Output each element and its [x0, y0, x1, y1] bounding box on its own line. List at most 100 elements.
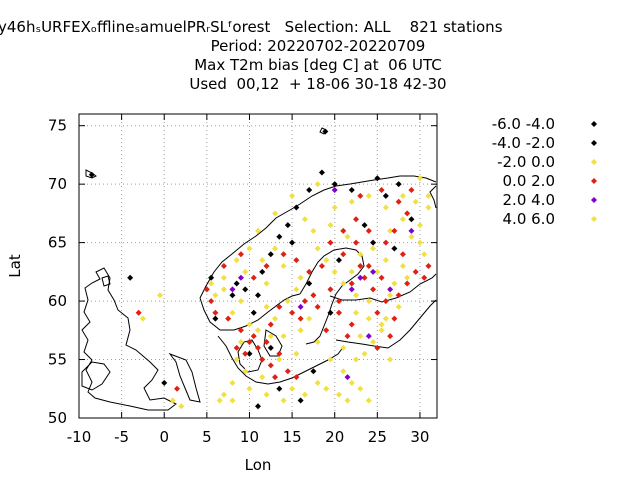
data-point-series-3	[289, 309, 296, 316]
data-point-series-1	[259, 268, 266, 275]
data-point-series-2	[370, 339, 377, 345]
data-point-series-3	[421, 274, 428, 281]
data-point-series-3	[318, 263, 325, 269]
data-point-series-4	[331, 187, 338, 193]
data-point-series-5	[378, 321, 385, 328]
data-point-series-1	[208, 274, 215, 281]
data-point-series-3	[357, 263, 364, 269]
data-point-series-3	[365, 263, 372, 269]
data-point-series-2	[323, 257, 330, 264]
data-point-series-2	[416, 175, 423, 182]
data-point-series-2	[340, 368, 347, 375]
data-point-series-2	[306, 315, 313, 322]
data-point-series-4	[387, 286, 394, 293]
legend-marker	[591, 216, 597, 222]
x-tick-label: 20	[325, 428, 344, 446]
legend-marker	[591, 159, 597, 165]
legend-label: 0.0 2.0	[503, 172, 555, 190]
data-point-series-2	[412, 198, 419, 205]
data-point-series-2	[272, 210, 279, 217]
data-point-series-2	[229, 379, 236, 386]
data-point-series-4	[370, 268, 377, 275]
data-point-series-3	[267, 362, 274, 369]
data-point-series-5	[353, 356, 360, 363]
data-point-series-3	[370, 286, 377, 293]
data-point-series-4	[237, 274, 244, 281]
data-point-series-2	[310, 227, 317, 234]
data-point-series-3	[391, 227, 398, 234]
data-point-series-1	[246, 350, 253, 357]
legend-label: -2.0 0.0	[497, 153, 555, 171]
data-point-series-4	[297, 303, 304, 310]
data-point-series-2	[314, 245, 321, 252]
data-point-series-3	[237, 327, 244, 334]
data-point-series-1	[284, 222, 291, 229]
data-point-series-3	[348, 321, 355, 328]
data-point-series-2	[263, 280, 270, 287]
data-point-series-2	[284, 298, 291, 305]
data-point-series-2	[280, 333, 287, 340]
data-point-series-3	[293, 257, 300, 264]
data-point-series-3	[327, 239, 334, 246]
data-point-series-1	[408, 216, 415, 223]
data-point-series-2	[246, 245, 253, 252]
data-point-series-2	[335, 391, 342, 398]
data-point-series-3	[220, 263, 227, 269]
data-point-series-3	[225, 315, 232, 322]
data-point-series-1	[212, 315, 219, 322]
plot-frame	[78, 113, 438, 419]
data-point-series-1	[276, 385, 283, 392]
data-point-series-2	[267, 333, 274, 340]
data-point-series-3	[399, 251, 406, 258]
data-point-series-1	[267, 344, 274, 351]
data-point-series-3	[327, 286, 334, 293]
data-point-series-2	[216, 397, 223, 404]
data-point-series-1	[127, 274, 134, 281]
data-point-series-2	[272, 245, 279, 252]
data-point-series-3	[314, 303, 321, 310]
data-point-series-3	[255, 344, 261, 351]
data-point-series-2	[365, 192, 372, 199]
data-point-series-4	[344, 374, 351, 381]
data-point-series-2	[387, 292, 394, 299]
data-point-series-2	[391, 280, 398, 287]
data-point-series-1	[370, 239, 377, 246]
data-point-series-2	[340, 344, 347, 351]
axis-ticks: -10 -5 0 5 10 15 20 25 30 50 55 60 65 70 75	[48, 114, 437, 446]
coastline-outlines	[81, 127, 437, 411]
data-point-series-3	[284, 368, 291, 375]
data-point-series-2	[399, 192, 406, 199]
data-point-series-2	[178, 403, 185, 410]
data-point-series-3	[276, 350, 283, 357]
data-point-series-2	[331, 204, 338, 211]
y-axis-label: Lat	[6, 254, 24, 278]
data-point-series-2	[237, 298, 244, 305]
y-tick-label: 55	[48, 351, 67, 369]
data-point-series-3	[374, 309, 381, 316]
data-point-series-3	[212, 309, 219, 316]
x-tick-label: -10	[67, 428, 92, 446]
data-point-series-2	[404, 274, 411, 281]
data-point-series-3	[263, 263, 270, 269]
data-point-series-1	[242, 286, 249, 293]
data-point-series-2	[348, 268, 355, 275]
data-point-series-2	[212, 292, 219, 299]
data-point-series-2	[365, 315, 372, 322]
data-point-series-1	[306, 187, 313, 193]
data-point-series-2	[399, 216, 406, 223]
y-tick-label: 70	[48, 175, 67, 193]
data-point-series-3	[310, 292, 317, 299]
data-point-series-2	[357, 251, 364, 258]
data-point-series-3	[408, 187, 415, 193]
data-point-series-3	[246, 339, 253, 345]
data-point-series-2	[255, 227, 261, 234]
x-tick-label: 10	[240, 428, 259, 446]
data-point-series-2	[382, 315, 389, 322]
x-tick-label: -5	[114, 428, 129, 446]
data-point-series-3	[250, 333, 257, 340]
data-point-series-2	[293, 350, 300, 357]
data-point-series-3	[344, 333, 351, 340]
chart-title-line1: y46hₛURFEXₒfflineₛamuelPRᵣSLᶠorest Selec…	[0, 18, 503, 36]
data-point-series-2	[255, 327, 261, 334]
